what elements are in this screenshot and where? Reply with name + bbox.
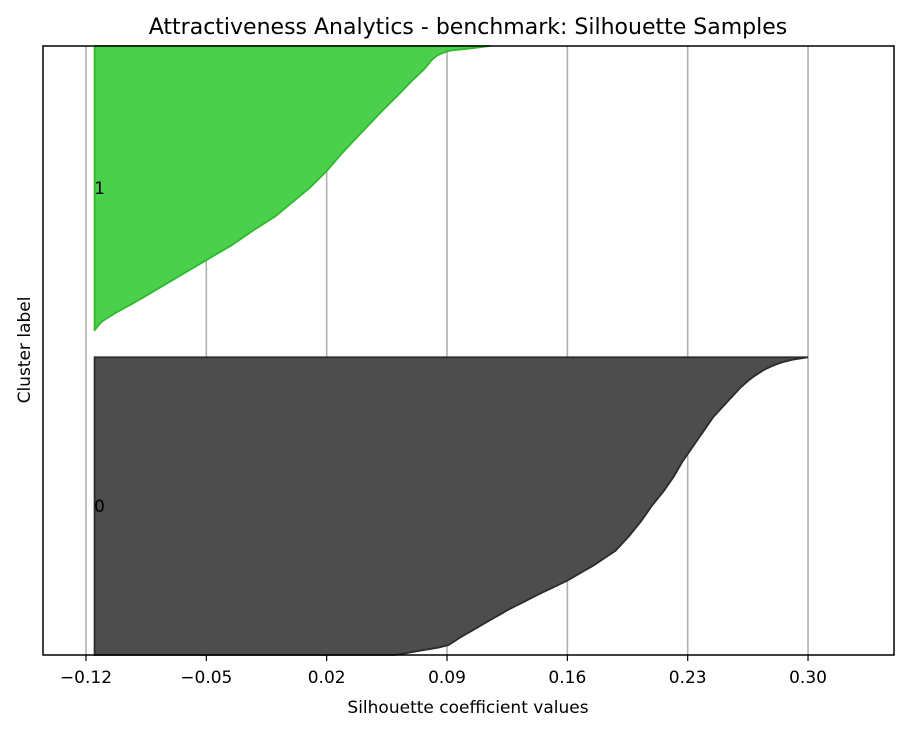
chart-title: Attractiveness Analytics - benchmark: Si… xyxy=(149,15,787,40)
x-tick-label: −0.12 xyxy=(60,668,112,688)
plot-area: −0.12 −0.05 0.02 0.09 0.16 0.23 0.30 0 1 xyxy=(42,45,895,688)
x-axis-label: Silhouette coefficient values xyxy=(347,698,588,718)
y-axis-label: Cluster label xyxy=(15,297,35,404)
x-tick-label: 0.09 xyxy=(428,668,466,688)
x-tick-label: 0.02 xyxy=(308,668,346,688)
x-tick-label: 0.16 xyxy=(548,668,586,688)
silhouette-band-cluster-0 xyxy=(93,356,809,656)
x-tick-label: 0.30 xyxy=(789,668,827,688)
silhouette-band-cluster-1 xyxy=(93,45,491,332)
y-tick-label: 0 xyxy=(94,497,105,517)
x-tick-label: −0.05 xyxy=(180,668,232,688)
x-tick-label: 0.23 xyxy=(669,668,707,688)
plot-frame xyxy=(42,45,895,656)
y-tick-label: 1 xyxy=(94,179,105,199)
